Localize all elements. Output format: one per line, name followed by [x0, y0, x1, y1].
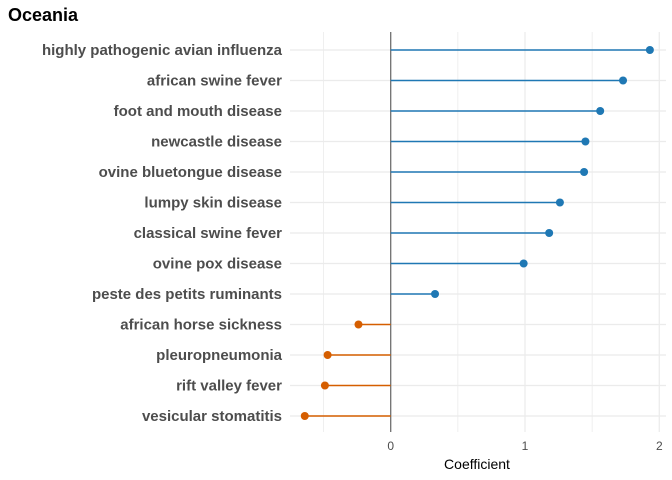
y-tick-label: foot and mouth disease [114, 103, 282, 120]
y-tick-label: lumpy skin disease [144, 195, 282, 212]
point [545, 229, 554, 237]
y-tick-label: vesicular stomatitis [142, 408, 282, 425]
y-tick-label: classical swine fever [134, 225, 283, 242]
point [300, 412, 309, 420]
grid-lines [290, 32, 666, 432]
point [619, 76, 628, 85]
chart-title: Oceania [8, 5, 79, 25]
y-tick-label: newcastle disease [151, 134, 282, 151]
point [645, 46, 654, 54]
point [581, 137, 590, 146]
lollipop-stems [304, 49, 650, 417]
point [431, 290, 440, 298]
point [555, 198, 564, 207]
point [323, 351, 332, 359]
y-tick-label: african horse sickness [120, 317, 282, 334]
x-tick-label: 2 [656, 439, 663, 453]
x-tick-label: 1 [522, 439, 529, 453]
lollipop-points [300, 46, 654, 420]
point [580, 168, 589, 176]
point [354, 320, 363, 329]
point [320, 381, 329, 390]
y-tick-label: peste des petits ruminants [92, 286, 282, 303]
x-axis-ticks: 0 1 2 [387, 439, 663, 453]
y-tick-label: african swine fever [147, 73, 282, 90]
point [519, 259, 528, 268]
y-tick-label: rift valley fever [176, 378, 282, 395]
x-tick-label: 0 [387, 439, 394, 453]
y-tick-label: ovine pox disease [153, 256, 282, 273]
y-axis-labels: highly pathogenic avian influenza african… [42, 42, 283, 425]
y-tick-label: ovine bluetongue disease [99, 164, 282, 181]
y-tick-label: pleuropneumonia [156, 347, 282, 364]
x-axis-title: Coefficient [444, 456, 510, 472]
y-tick-label: highly pathogenic avian influenza [42, 42, 283, 59]
point [596, 107, 605, 115]
